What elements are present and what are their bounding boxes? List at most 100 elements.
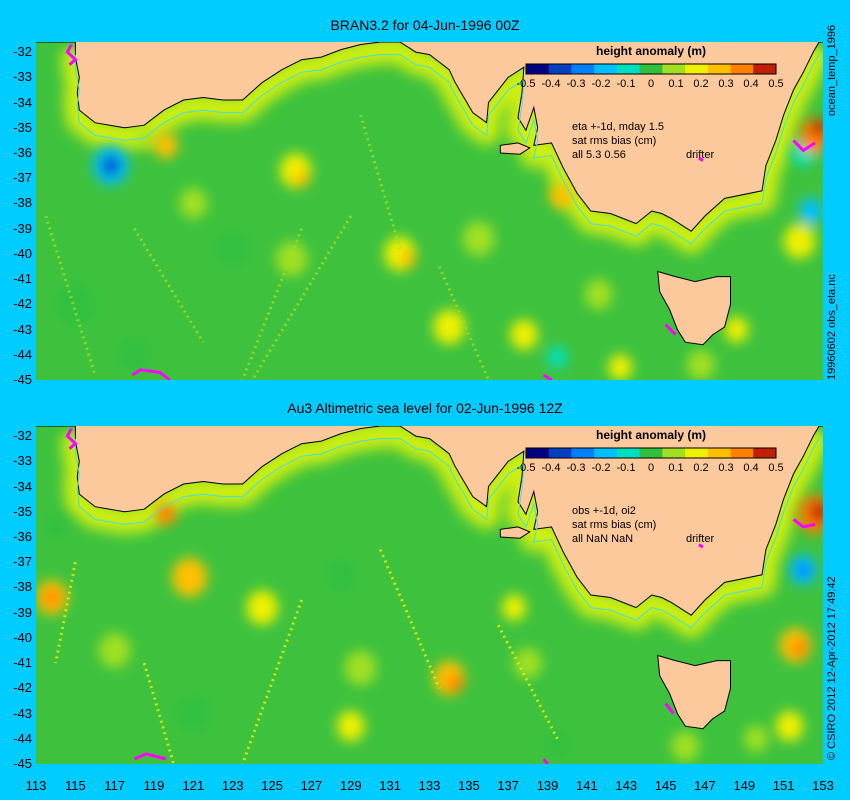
colorbar-segment xyxy=(662,448,686,458)
lon-tick: 135 xyxy=(457,778,480,793)
satellite-track xyxy=(133,227,205,343)
anomaly-blob xyxy=(744,725,768,752)
annotation-line: sat rms bias (cm) xyxy=(572,519,656,531)
colorbar-tick: -0.4 xyxy=(542,78,561,90)
lon-tick: 123 xyxy=(221,778,244,793)
lat-tick: -43 xyxy=(13,321,32,337)
side-label-top: ocean_temp_1996 xyxy=(826,24,838,116)
satellite-track xyxy=(54,561,77,664)
lat-tick: -39 xyxy=(13,604,32,620)
anomaly-blob xyxy=(545,730,570,757)
colorbar-segment xyxy=(707,448,732,458)
colorbar-tick: -0.5 xyxy=(517,462,536,474)
anomaly-blob xyxy=(276,241,308,277)
colorbar-segment xyxy=(730,448,754,458)
map-panel-bottom: height anomaly (m) -0.5 -0.4 -0.3 -0.2 -0.1 0 0… xyxy=(36,426,823,764)
anomaly-blob xyxy=(671,731,700,762)
annotation-line: all 5.3 0.56 xyxy=(572,149,626,161)
anomaly-blob xyxy=(608,354,633,380)
colorbar-segment xyxy=(616,64,641,74)
anomaly-blob xyxy=(246,590,279,625)
colorbar-tick: -0.2 xyxy=(592,462,611,474)
colorbar-tick: 0.5 xyxy=(768,462,783,474)
colorbar-tick: 0.5 xyxy=(768,78,783,90)
lat-tick: -36 xyxy=(13,144,32,160)
lon-tick: 137 xyxy=(497,778,520,793)
lon-tick: 127 xyxy=(300,778,323,793)
lat-tick: -33 xyxy=(13,453,32,469)
colorbar-segment xyxy=(616,448,641,458)
colorbar-tick: 0.3 xyxy=(718,462,733,474)
drifter-track xyxy=(792,518,816,529)
drifter-track xyxy=(133,752,167,761)
shelf-contour xyxy=(74,438,820,629)
colorbar-tick: -0.4 xyxy=(542,462,561,474)
colorbar-tick: 0.2 xyxy=(693,78,708,90)
anomaly-blob xyxy=(811,119,823,137)
lat-tick: -32 xyxy=(13,44,32,60)
shelf-contour xyxy=(74,54,820,245)
anomaly-blob xyxy=(171,557,208,597)
satellite-track xyxy=(251,215,353,380)
lon-tick: 113 xyxy=(25,778,47,793)
anomaly-blob xyxy=(175,694,212,734)
colorbar-frame xyxy=(525,63,777,75)
lat-tick: -33 xyxy=(13,69,32,85)
colorbar-tick: -0.3 xyxy=(567,78,586,90)
colorbar-segment xyxy=(548,448,572,458)
anomaly-blob xyxy=(724,316,749,343)
lat-tick: -38 xyxy=(13,579,32,595)
lon-tick: 151 xyxy=(772,778,795,793)
lat-tick: -37 xyxy=(13,554,32,570)
anomaly-field xyxy=(36,494,823,762)
anomaly-blob xyxy=(98,633,131,668)
anomaly-blob xyxy=(510,319,538,350)
anomaly-blob xyxy=(399,250,416,268)
anomaly-blob xyxy=(502,594,526,621)
panel-1-title: BRAN3.2 for 04-Jun-1996 00Z xyxy=(330,17,520,33)
lat-tick: -35 xyxy=(13,503,32,519)
panel-2-title: Au3 Altimetric sea level for 02-Jun-1996… xyxy=(287,400,563,416)
lat-tick: -37 xyxy=(13,170,32,186)
lat-tick: -35 xyxy=(13,119,32,135)
colorbar-tick: 0 xyxy=(648,78,654,90)
lon-tick: 141 xyxy=(576,778,598,793)
lat-tick: -38 xyxy=(13,195,32,211)
map-panel-top: height anomaly (m) -0.5 -0.4 -0.3 -0.2 -0.1 0 0… xyxy=(36,42,823,380)
side-label-bottom: © CSIRO 2012 12-Apr-2012 17:49:42 xyxy=(826,576,838,760)
lon-tick: 139 xyxy=(536,778,559,793)
drifter-track xyxy=(698,156,704,162)
satellite-track xyxy=(241,599,304,764)
anomaly-blob xyxy=(43,513,68,540)
lon-tick: 119 xyxy=(143,778,165,793)
drifter-label: drifter xyxy=(686,533,714,545)
anomaly-blob xyxy=(514,647,542,679)
lon-tick: 153 xyxy=(812,778,834,793)
anomaly-blob xyxy=(687,349,715,380)
anomaly-field xyxy=(55,118,823,380)
drifter-track xyxy=(131,368,171,380)
lon-tick: 129 xyxy=(339,778,362,793)
drifter-track xyxy=(664,323,677,336)
colorbar-segment xyxy=(685,64,709,74)
annotation-line: obs +-1d, oi2 xyxy=(572,505,636,517)
lon-tick: 125 xyxy=(261,778,283,793)
drifter-track xyxy=(792,139,816,153)
lat-tick: -39 xyxy=(13,220,32,236)
tasmania xyxy=(657,654,731,730)
lat-tick: -42 xyxy=(13,296,32,312)
colorbar-segment xyxy=(571,448,595,458)
tasmania xyxy=(657,270,731,346)
satellite-track xyxy=(378,549,441,689)
colorbar-segment xyxy=(753,64,777,74)
colorbar-segment xyxy=(548,64,572,74)
lon-tick: 131 xyxy=(379,778,401,793)
colorbar-tick: -0.1 xyxy=(617,462,636,474)
lon-tick: 149 xyxy=(733,778,756,793)
colorbar-segment xyxy=(685,448,709,458)
colorbar-segment xyxy=(571,64,595,74)
colorbar-segment xyxy=(662,64,686,74)
colorbar-tick: -0.3 xyxy=(567,462,586,474)
lat-tick: -36 xyxy=(13,528,32,544)
anomaly-blob xyxy=(101,155,120,176)
